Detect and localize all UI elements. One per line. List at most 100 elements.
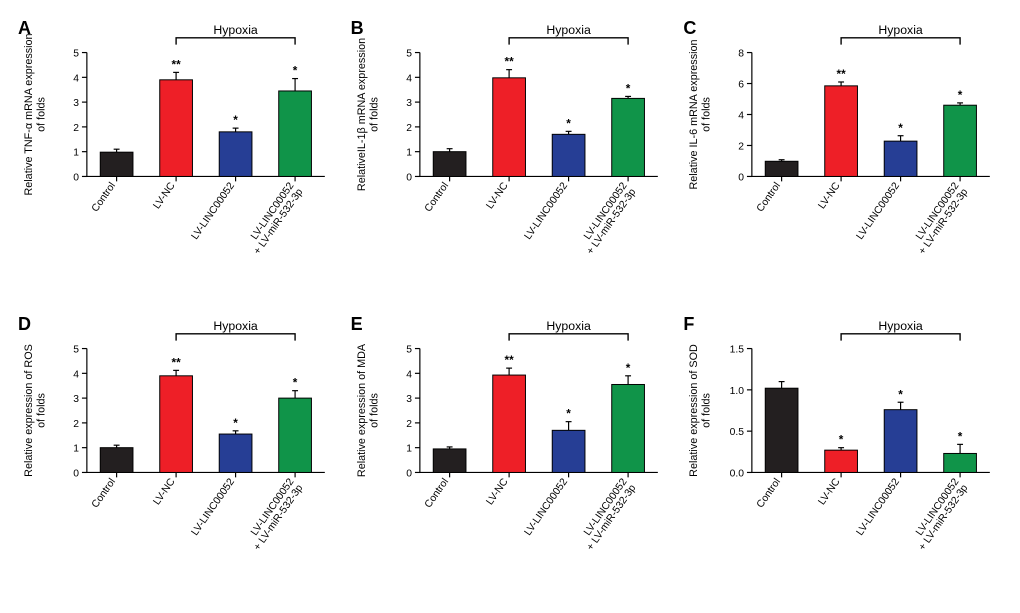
svg-text:of folds: of folds <box>36 392 48 427</box>
svg-text:3: 3 <box>406 394 412 405</box>
svg-text:*: * <box>958 89 963 102</box>
bar-chart: 012345Relative TNF-α mRNA expressionof f… <box>20 20 335 298</box>
svg-text:3: 3 <box>406 98 412 109</box>
svg-text:Control: Control <box>90 181 118 215</box>
svg-text:*: * <box>233 114 238 127</box>
bar-chart: 02468Relative IL-6 mRNA expressionof fol… <box>685 20 1000 298</box>
panel-A: A 012345Relative TNF-α mRNA expressionof… <box>20 20 335 298</box>
plot-box: 02468Relative IL-6 mRNA expressionof fol… <box>685 20 1000 298</box>
svg-text:1: 1 <box>73 148 79 159</box>
svg-text:1: 1 <box>406 148 412 159</box>
svg-text:LV-LINC00052: LV-LINC00052 <box>855 476 903 537</box>
svg-text:Relative expression of MDA: Relative expression of MDA <box>355 343 367 477</box>
svg-text:of folds: of folds <box>36 96 48 131</box>
svg-text:*: * <box>899 122 904 135</box>
svg-text:*: * <box>625 360 630 374</box>
plot-box: 0 1 2 3 4 5 Relative expression of MDAof folds… <box>353 316 668 594</box>
svg-text:of folds: of folds <box>701 392 713 427</box>
plot-box: 0 1 2 3 4 5 Relative expression of ROSof folds… <box>20 316 335 594</box>
svg-text:2: 2 <box>406 418 412 429</box>
panel-D: D 012345Relative expression of ROSof fol… <box>20 316 335 594</box>
svg-text:Hypoxia: Hypoxia <box>546 23 591 37</box>
svg-text:*: * <box>958 430 963 443</box>
svg-text:Control: Control <box>423 181 451 215</box>
svg-text:Control: Control <box>755 181 783 215</box>
svg-text:1.5: 1.5 <box>730 344 745 355</box>
svg-text:of folds: of folds <box>368 392 380 427</box>
svg-text:LV-LINC00052: LV-LINC00052 <box>190 180 238 241</box>
svg-text:**: ** <box>172 356 182 369</box>
bar-chart: 0 1 2 3 4 5 Relative expression of MDAof folds… <box>353 316 668 594</box>
svg-text:2: 2 <box>739 141 745 152</box>
panel-B: B 012345RelativeIL-1β mRNA expressionof … <box>353 20 668 298</box>
svg-text:5: 5 <box>73 344 79 355</box>
svg-text:LV-NC: LV-NC <box>152 180 178 211</box>
svg-text:4: 4 <box>406 73 412 84</box>
svg-text:*: * <box>839 433 844 446</box>
svg-text:RelativeIL-1β mRNA expression: RelativeIL-1β mRNA expression <box>355 38 367 191</box>
svg-text:LV-LINC00052: LV-LINC00052 <box>855 180 903 241</box>
svg-text:1: 1 <box>73 443 79 454</box>
svg-text:2: 2 <box>73 123 79 134</box>
svg-text:0: 0 <box>406 172 412 183</box>
svg-text:Hypoxia: Hypoxia <box>213 23 258 37</box>
svg-text:*: * <box>566 406 571 420</box>
svg-text:of folds: of folds <box>701 96 713 131</box>
svg-text:5: 5 <box>406 48 412 59</box>
svg-text:Control: Control <box>755 476 783 510</box>
svg-text:0.0: 0.0 <box>730 468 745 479</box>
panel-E: E 012345Relative expression of MDAof fol… <box>353 316 668 594</box>
svg-text:LV-LINC00052: LV-LINC00052 <box>522 476 570 537</box>
plot-box: 0.0 0.5 1.0 1.5 Relative expression of SODof… <box>685 316 1000 594</box>
svg-text:4: 4 <box>73 369 79 380</box>
panel-C: C 02468Relative IL-6 mRNA expressionof f… <box>685 20 1000 298</box>
bar-chart: 0.0 0.5 1.0 1.5 Relative expression of SODof… <box>685 316 1000 594</box>
svg-text:3: 3 <box>73 394 79 405</box>
bar-chart: 0 1 2 3 4 5 RelativeIL-1β mRNA expressionof fo… <box>353 20 668 298</box>
svg-text:Hypoxia: Hypoxia <box>879 318 924 332</box>
svg-text:*: * <box>625 81 630 95</box>
svg-text:Hypoxia: Hypoxia <box>546 318 591 332</box>
svg-text:4: 4 <box>406 369 412 380</box>
plot-box: 0 1 2 3 4 5 RelativeIL-1β mRNA expressionof fo… <box>353 20 668 298</box>
svg-text:LV-NC: LV-NC <box>817 476 843 507</box>
svg-text:0.5: 0.5 <box>730 427 745 438</box>
bar-chart: 0 1 2 3 4 5 Relative expression of ROSof folds… <box>20 316 335 594</box>
svg-text:**: ** <box>504 353 514 367</box>
svg-text:Hypoxia: Hypoxia <box>213 318 258 332</box>
svg-text:LV-LINC00052: LV-LINC00052 <box>190 476 238 537</box>
svg-text:5: 5 <box>73 48 79 59</box>
svg-text:Relative expression of ROS: Relative expression of ROS <box>23 344 35 477</box>
svg-text:1: 1 <box>406 443 412 454</box>
svg-text:2: 2 <box>406 123 412 134</box>
svg-text:0: 0 <box>739 172 745 183</box>
svg-text:Control: Control <box>90 476 118 510</box>
svg-text:Hypoxia: Hypoxia <box>879 23 924 37</box>
svg-text:**: ** <box>504 55 514 69</box>
svg-text:*: * <box>233 416 238 429</box>
plot-box: 012345Relative TNF-α mRNA expressionof f… <box>20 20 335 298</box>
svg-text:**: ** <box>837 68 847 81</box>
svg-text:Relative TNF-α mRNA expression: Relative TNF-α mRNA expression <box>23 33 35 195</box>
svg-text:Relative expression of SOD: Relative expression of SOD <box>688 343 700 476</box>
svg-text:6: 6 <box>739 79 745 90</box>
svg-text:LV-NC: LV-NC <box>484 180 510 211</box>
svg-text:*: * <box>899 388 904 401</box>
svg-text:3: 3 <box>73 98 79 109</box>
svg-text:**: ** <box>172 58 182 71</box>
svg-text:5: 5 <box>406 344 412 355</box>
svg-text:4: 4 <box>73 73 79 84</box>
svg-text:0: 0 <box>73 468 79 479</box>
svg-text:LV-NC: LV-NC <box>484 476 510 507</box>
panel-F: F 0.00.51.01.5Relative expression of SOD… <box>685 316 1000 594</box>
svg-text:2: 2 <box>73 418 79 429</box>
svg-text:1.0: 1.0 <box>730 385 745 396</box>
svg-text:of folds: of folds <box>368 96 380 131</box>
svg-text:LV-LINC00052: LV-LINC00052 <box>522 181 570 242</box>
svg-text:LV-NC: LV-NC <box>152 476 178 507</box>
svg-text:Relative IL-6 mRNA expression: Relative IL-6 mRNA expression <box>688 39 700 189</box>
svg-text:4: 4 <box>739 110 745 121</box>
svg-text:*: * <box>293 65 298 78</box>
svg-text:0: 0 <box>406 468 412 479</box>
figure-grid: A 012345Relative TNF-α mRNA expressionof… <box>20 20 1000 593</box>
